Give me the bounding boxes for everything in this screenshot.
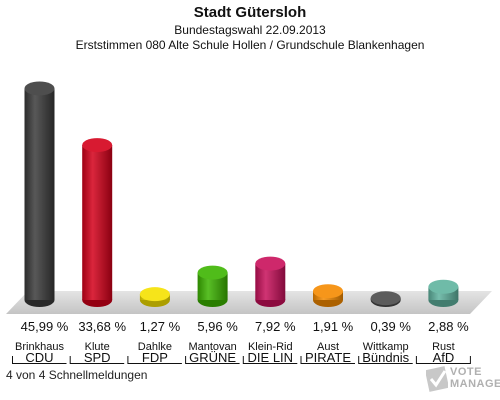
bar-gr-ne [197, 265, 228, 307]
candidate-label: Klein-Rid [248, 341, 293, 353]
bar-spd [82, 138, 113, 307]
bar-body [82, 145, 113, 300]
candidate-label: Wittkamp [363, 341, 409, 353]
footnote: 4 von 4 Schnellmeldungen [6, 368, 148, 382]
candidate-label: Klute [85, 341, 110, 353]
logo-line-1: VOTE [450, 366, 482, 378]
candidate-label: Aust [317, 341, 339, 353]
value-label: 0,39 % [370, 319, 411, 334]
party-label: DIE LIN [248, 350, 294, 365]
value-label: 45,99 % [21, 319, 69, 334]
party-label: GRÜNE [189, 350, 236, 365]
value-label: 7,92 % [255, 319, 296, 334]
bar-top [370, 291, 401, 306]
value-label: 2,88 % [428, 319, 469, 334]
chart-subtitle-detail: Erststimmen 080 Alte Schule Hollen / Gru… [75, 38, 425, 52]
chart-subtitle: Bundestagswahl 22.09.2013 [174, 23, 326, 37]
party-label: SPD [84, 350, 111, 365]
bar-top [197, 265, 228, 280]
value-label: 1,91 % [313, 319, 354, 334]
bar-body [24, 88, 55, 300]
bar-top [428, 279, 459, 294]
logo-text: VOTE MANAGER [450, 366, 500, 390]
bar-fdp [139, 287, 170, 307]
bar-top [313, 284, 343, 299]
candidate-label: Brinkhaus [15, 341, 64, 353]
bar-top [24, 81, 55, 96]
bar-top [139, 287, 170, 302]
logo-line-2: MANAGER [450, 378, 500, 390]
bar-die-lin [255, 256, 286, 307]
bar-pirate [313, 284, 343, 307]
value-label: 1,27 % [140, 319, 181, 334]
bar-top [82, 138, 113, 153]
party-label: FDP [142, 350, 168, 365]
chart-floor [6, 291, 492, 314]
party-label: CDU [25, 350, 53, 365]
party-label: PIRATE [305, 350, 351, 365]
value-label: 33,68 % [78, 319, 126, 334]
bar-b-ndnis [370, 291, 401, 307]
check-icon [426, 366, 448, 392]
vote-manager-logo: VOTE MANAGER [426, 362, 500, 396]
bar-top [255, 256, 286, 271]
bar-afd [428, 279, 459, 307]
candidate-label: Rust [432, 341, 455, 353]
candidate-label: Dahlke [138, 341, 172, 353]
chart-title: Stadt Gütersloh [193, 4, 307, 21]
candidate-label: Mantovan [188, 341, 236, 353]
party-label: Bündnis [362, 350, 409, 365]
party-label: AfD [433, 350, 455, 365]
bar-cdu [24, 81, 55, 307]
value-label: 5,96 % [197, 319, 238, 334]
